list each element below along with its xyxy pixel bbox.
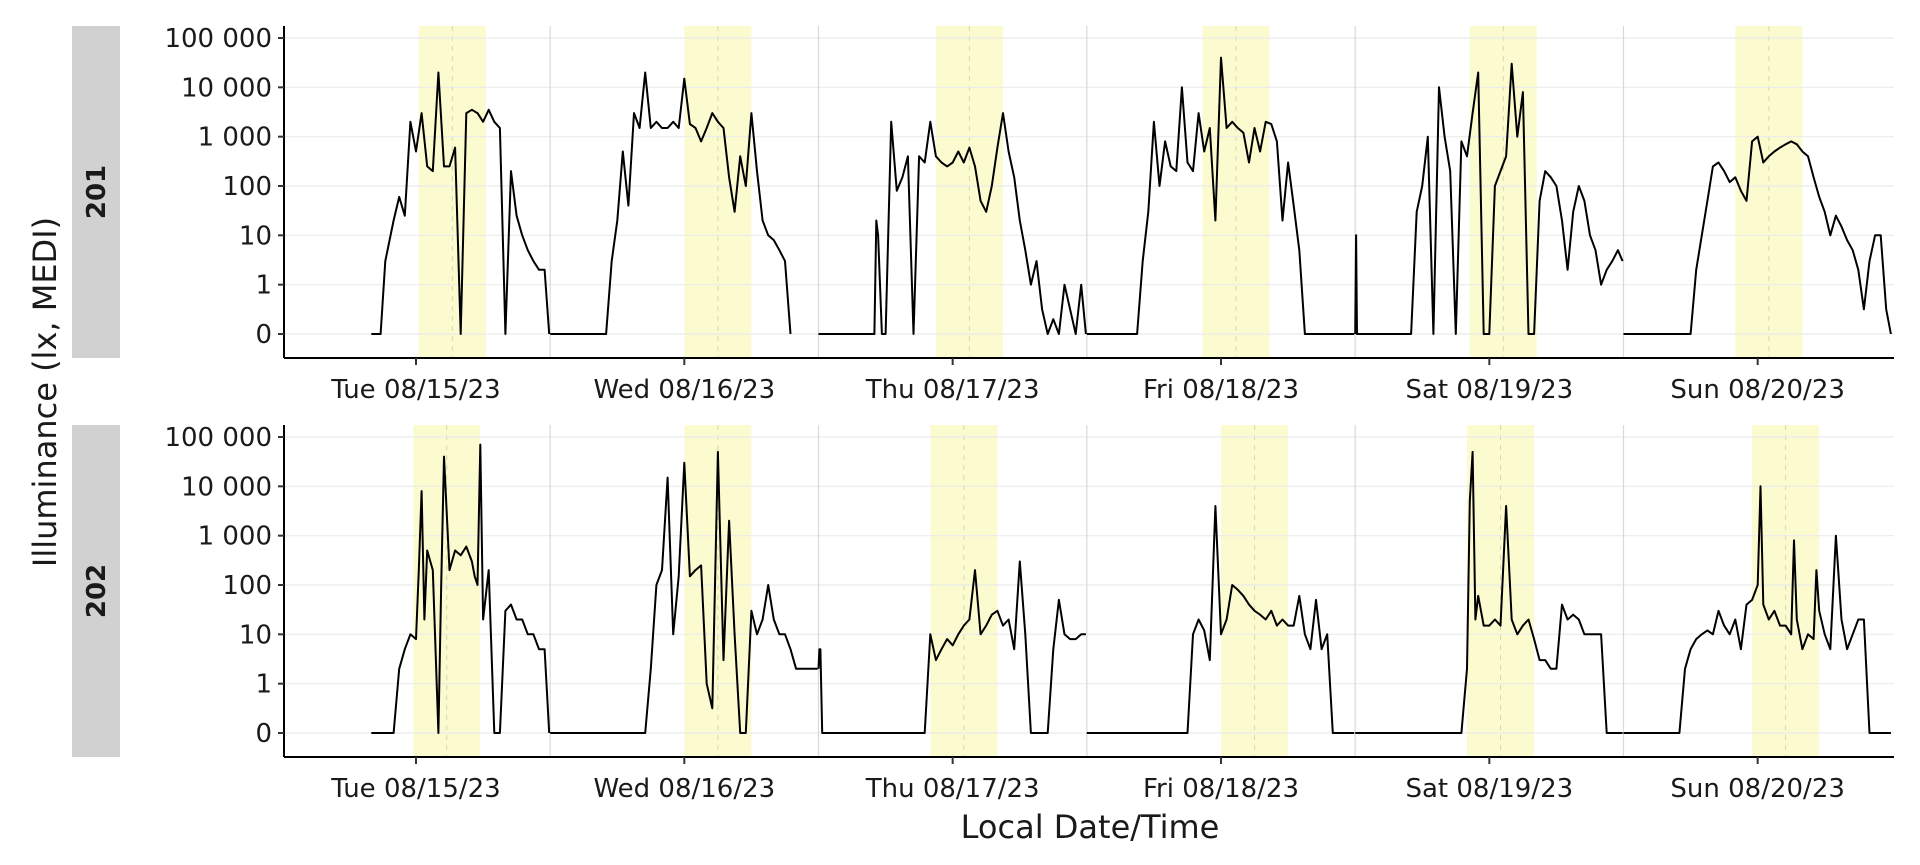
daylight-band	[930, 425, 998, 757]
series-line	[550, 450, 818, 734]
x-tick-label: Sat 08/19/23	[1405, 774, 1573, 804]
x-tick-label: Fri 08/18/23	[1143, 375, 1299, 405]
y-tick-label: 1 000	[198, 123, 272, 153]
series-line	[1623, 135, 1892, 335]
series-line	[1623, 485, 1891, 734]
y-tick-label: 0	[255, 320, 272, 350]
panel-201: 201 0 1 10 100 1 000 10 000 100 000 Tue 08/15/23…	[72, 24, 1894, 405]
x-tick-label: Thu 08/17/23	[865, 375, 1040, 405]
y-tick-label: 100 000	[164, 24, 272, 54]
daylight-band	[418, 26, 486, 358]
y-tick-label: 0	[255, 719, 272, 749]
y-tick-label: 10	[239, 620, 272, 650]
series-line	[1086, 56, 1355, 335]
series-line	[1086, 505, 1355, 734]
y-tick-label: 100	[222, 172, 272, 202]
daylight-band	[684, 26, 752, 358]
series-line	[818, 112, 1087, 335]
panel-strip	[72, 425, 120, 757]
x-tick-label: Sun 08/20/23	[1670, 774, 1845, 804]
x-tick-label: Wed 08/16/23	[593, 774, 775, 804]
series-line	[371, 443, 551, 734]
y-tick-label: 10 000	[181, 73, 272, 103]
y-tick-label: 10	[239, 221, 272, 251]
x-axis-title: Local Date/Time	[961, 808, 1220, 846]
x-tick-label: Wed 08/16/23	[593, 375, 775, 405]
series-line	[550, 71, 792, 335]
y-axis-title: Illuminance (lx, MEDI)	[26, 217, 64, 567]
y-tick-label: 1	[255, 271, 272, 301]
x-tick-label: Fri 08/18/23	[1143, 774, 1299, 804]
x-tick-label: Sun 08/20/23	[1670, 375, 1845, 405]
x-tick-label: Tue 08/15/23	[330, 774, 500, 804]
panel-202: 202 0 1 10 100 1 000 10 000 100 000 Tue 08/15/23…	[72, 423, 1894, 804]
panel-strip-label: 202	[82, 564, 112, 618]
y-tick-label: 100	[222, 571, 272, 601]
x-tick-label: Tue 08/15/23	[330, 375, 500, 405]
panel-strip	[72, 26, 120, 358]
series-line	[817, 560, 1086, 734]
series-line	[371, 71, 551, 335]
series-line	[1354, 62, 1624, 335]
x-tick-label: Thu 08/17/23	[865, 774, 1040, 804]
daylight-band	[935, 26, 1003, 358]
x-tick-label: Sat 08/19/23	[1405, 375, 1573, 405]
series-line	[1355, 450, 1623, 734]
y-tick-label: 10 000	[181, 472, 272, 502]
y-tick-label: 100 000	[164, 423, 272, 453]
panel-strip-label: 201	[82, 165, 112, 219]
daylight-band	[1466, 425, 1535, 757]
y-tick-label: 1	[255, 670, 272, 700]
y-tick-label: 1 000	[198, 522, 272, 552]
